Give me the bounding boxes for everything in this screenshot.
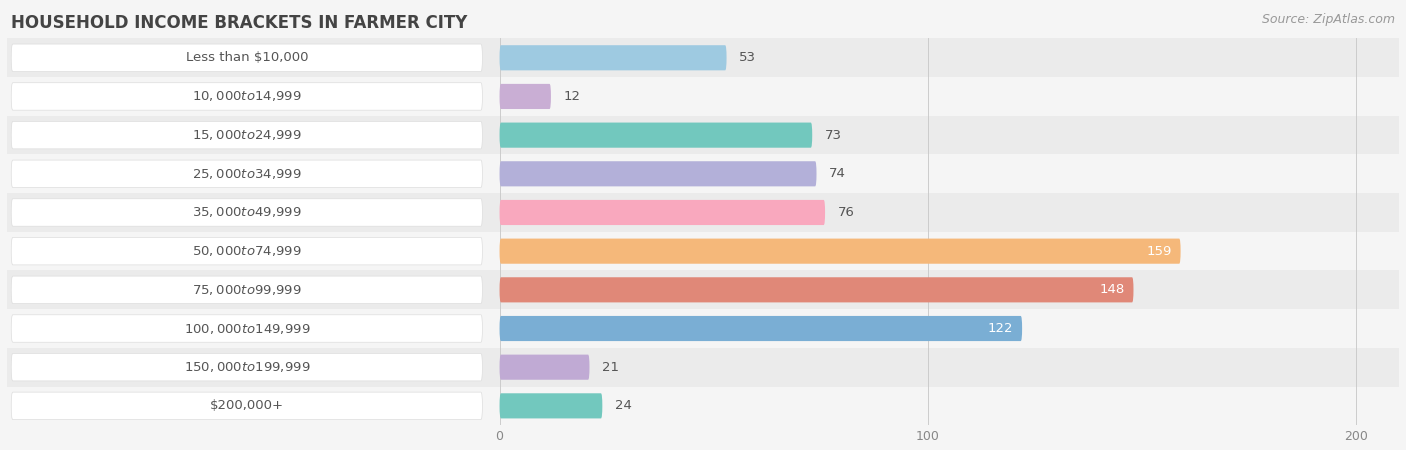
Text: $75,000 to $99,999: $75,000 to $99,999 [193, 283, 302, 297]
FancyBboxPatch shape [11, 122, 482, 149]
Text: $15,000 to $24,999: $15,000 to $24,999 [193, 128, 302, 142]
Text: 73: 73 [825, 129, 842, 142]
Text: $200,000+: $200,000+ [209, 399, 284, 412]
Text: Less than $10,000: Less than $10,000 [186, 51, 308, 64]
Bar [7, 116, 1399, 154]
FancyBboxPatch shape [11, 353, 482, 381]
Text: 21: 21 [602, 361, 619, 374]
Bar [7, 38, 1399, 77]
FancyBboxPatch shape [499, 238, 1181, 264]
FancyBboxPatch shape [499, 355, 589, 380]
Text: $150,000 to $199,999: $150,000 to $199,999 [184, 360, 311, 374]
FancyBboxPatch shape [499, 393, 602, 419]
FancyBboxPatch shape [499, 122, 813, 148]
FancyBboxPatch shape [11, 392, 482, 419]
FancyBboxPatch shape [499, 200, 825, 225]
Bar [7, 232, 1399, 270]
Text: 53: 53 [740, 51, 756, 64]
Text: $100,000 to $149,999: $100,000 to $149,999 [184, 321, 311, 336]
FancyBboxPatch shape [499, 84, 551, 109]
Bar [7, 193, 1399, 232]
Text: 122: 122 [988, 322, 1014, 335]
Bar [7, 154, 1399, 193]
FancyBboxPatch shape [11, 44, 482, 72]
Bar [7, 270, 1399, 309]
FancyBboxPatch shape [11, 238, 482, 265]
Text: 76: 76 [838, 206, 855, 219]
Text: 148: 148 [1099, 284, 1125, 297]
Bar [7, 309, 1399, 348]
Text: $25,000 to $34,999: $25,000 to $34,999 [193, 167, 302, 181]
Text: 12: 12 [564, 90, 581, 103]
Bar [7, 348, 1399, 387]
Bar [7, 77, 1399, 116]
FancyBboxPatch shape [11, 160, 482, 188]
FancyBboxPatch shape [499, 161, 817, 186]
FancyBboxPatch shape [11, 276, 482, 304]
Text: $10,000 to $14,999: $10,000 to $14,999 [193, 90, 302, 104]
Text: 159: 159 [1147, 245, 1173, 258]
Text: 74: 74 [830, 167, 846, 180]
FancyBboxPatch shape [499, 316, 1022, 341]
FancyBboxPatch shape [499, 45, 727, 70]
FancyBboxPatch shape [11, 199, 482, 226]
FancyBboxPatch shape [11, 315, 482, 342]
Text: Source: ZipAtlas.com: Source: ZipAtlas.com [1261, 14, 1395, 27]
Bar [7, 387, 1399, 425]
Text: $35,000 to $49,999: $35,000 to $49,999 [193, 206, 302, 220]
FancyBboxPatch shape [11, 83, 482, 110]
Text: 24: 24 [616, 399, 633, 412]
Text: $50,000 to $74,999: $50,000 to $74,999 [193, 244, 302, 258]
Text: HOUSEHOLD INCOME BRACKETS IN FARMER CITY: HOUSEHOLD INCOME BRACKETS IN FARMER CITY [11, 14, 468, 32]
FancyBboxPatch shape [499, 277, 1133, 302]
